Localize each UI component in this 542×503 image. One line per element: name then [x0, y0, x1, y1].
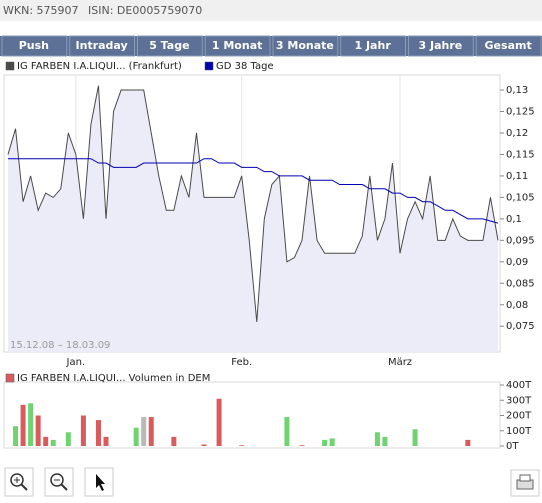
y-tick-label: 300T [506, 395, 532, 406]
y-tick-label: 0,13 [506, 85, 528, 96]
wkn: WKN: 575907 [3, 4, 79, 17]
volume-bar [28, 403, 34, 446]
zoom-out[interactable] [44, 467, 74, 497]
volume-bar [141, 417, 147, 446]
tab[interactable] [272, 35, 339, 57]
tab-label: 1 Jahr [354, 39, 391, 52]
x-tick-label: März [388, 357, 412, 368]
y-tick-label: 0,115 [506, 149, 535, 160]
volume-bar [329, 438, 335, 446]
price-area [8, 85, 498, 352]
volume-plot [3, 381, 501, 449]
legend-swatch [5, 373, 15, 383]
volume-bar [299, 445, 305, 446]
zoom-in-icon [10, 473, 24, 487]
y-tick-label: 200T [506, 411, 532, 422]
volume-bar [171, 436, 177, 446]
volume-bar [50, 439, 56, 446]
zoom-in[interactable] [4, 467, 34, 497]
volume-bar [374, 432, 380, 446]
volume-bar [65, 432, 71, 446]
zoom-in-icon [20, 483, 28, 491]
volume-bar [148, 417, 154, 446]
legend-label: IG FARBEN I.A.LIQUI... Volumen in DEM [17, 373, 210, 384]
isin: ISIN: DE0005759070 [88, 4, 202, 17]
tab-label: Push [19, 39, 49, 52]
y-tick-label: 0,105 [506, 192, 535, 203]
y-tick-label: 0,12 [506, 128, 528, 139]
tab-label: 1 Monat [212, 39, 263, 52]
zoom-out-icon [50, 473, 64, 487]
y-tick-label: 0,09 [506, 257, 528, 268]
header-bar [0, 0, 542, 21]
volume-bar [239, 445, 245, 446]
pointer-icon [96, 474, 105, 491]
zoom-out-icon [60, 483, 68, 491]
y-tick-label: 0,085 [506, 278, 535, 289]
volume-bar [322, 439, 328, 446]
y-tick-label: 0,125 [506, 107, 535, 118]
tab[interactable] [137, 35, 203, 57]
tab[interactable] [408, 35, 474, 57]
tab-label: 3 Jahre [419, 39, 463, 52]
volume-bar [20, 404, 26, 446]
series-line [7, 85, 499, 322]
volume-bar [216, 398, 222, 446]
volume-bar [103, 436, 109, 446]
volume-bar [201, 444, 207, 446]
volume-bar [284, 417, 290, 446]
y-tick-label: 0,095 [506, 235, 535, 246]
y-tick-label: 0,08 [506, 300, 528, 311]
tab-label: Gesamt [485, 39, 532, 52]
volume-bar [43, 436, 49, 446]
tab[interactable] [204, 35, 271, 57]
volume-bar [382, 436, 388, 446]
volume-bar [412, 429, 418, 446]
y-tick-label: 0,075 [506, 321, 535, 332]
zoom-in-icon [14, 477, 20, 483]
tab[interactable] [1, 35, 68, 57]
volume-bar [13, 426, 19, 446]
tab-label: Intraday [76, 39, 128, 52]
y-tick-label: 0T [506, 441, 519, 452]
print-icon [519, 474, 531, 482]
date-range: 15.12.08 – 18.03.09 [10, 340, 110, 351]
legend-label: GD 38 Tage [216, 61, 274, 72]
tab[interactable] [340, 35, 406, 57]
tab-bar [0, 36, 542, 56]
y-tick-label: 100T [506, 426, 532, 437]
volume-bar [35, 415, 41, 446]
x-tick-label: Feb. [231, 357, 252, 368]
y-tick-label: 400T [506, 380, 532, 391]
legend-swatch [5, 61, 15, 71]
legend-label: IG FARBEN I.A.LIQUI... (Frankfurt) [17, 61, 182, 72]
tab-label: 3 Monate [276, 39, 334, 52]
y-tick-label: 0,1 [506, 214, 522, 225]
tab[interactable] [475, 35, 542, 57]
volume-bar [95, 420, 101, 446]
print[interactable] [510, 469, 540, 497]
tab[interactable] [69, 35, 135, 57]
legend-swatch [204, 61, 214, 71]
series-line [8, 158, 499, 224]
volume-bar [133, 427, 139, 446]
toolbar [4, 467, 540, 497]
y-tick-label: 0,11 [506, 171, 528, 182]
volume-bar [465, 439, 471, 446]
x-tick-label: Jan. [66, 357, 86, 368]
tab-label: 5 Tage [149, 39, 189, 52]
volume-bar [80, 415, 86, 446]
